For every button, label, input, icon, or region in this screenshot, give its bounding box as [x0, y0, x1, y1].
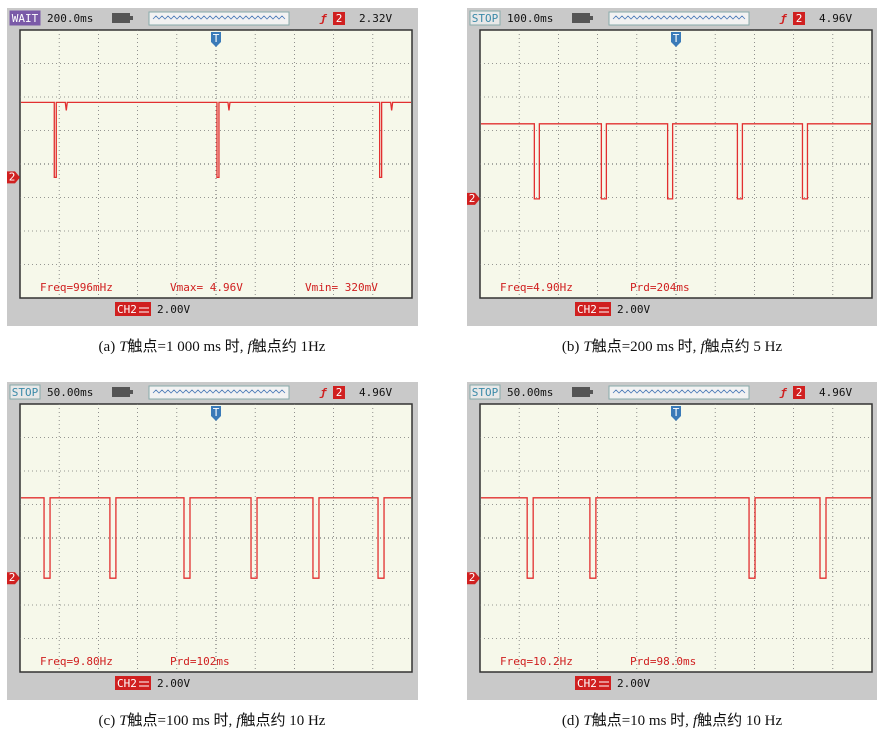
- measurement: Vmin= 320mV: [305, 281, 378, 294]
- caption: (c)T触点=100 ms 时,f触点约 10 Hz: [99, 712, 326, 729]
- caption: (d)T触点=10 ms 时,f触点约 10 Hz: [562, 712, 783, 729]
- trigger-marker: T: [213, 32, 220, 45]
- caption-label: (b): [562, 339, 580, 355]
- measurement: Vmax= 4.96V: [170, 281, 243, 294]
- battery-tip: [130, 16, 133, 20]
- timebase: 200.0ms: [47, 12, 93, 25]
- battery-tip: [130, 390, 133, 394]
- measurement: Freq=4.90Hz: [500, 281, 573, 294]
- volts: 2.00V: [157, 303, 190, 316]
- channel: CH2: [577, 303, 597, 316]
- channel-marker: 2: [9, 170, 16, 183]
- battery: [572, 13, 590, 23]
- caption-text2: 触点约 10 Hz: [240, 712, 325, 729]
- channel: CH2: [117, 677, 137, 690]
- battery-tip: [590, 16, 593, 20]
- caption-text1: 触点=1 000 ms 时,: [128, 338, 244, 355]
- volts: 2.00V: [157, 677, 190, 690]
- status: STOP: [472, 386, 499, 399]
- measurement: Prd=204ms: [630, 281, 690, 294]
- volts: 2.00V: [617, 303, 650, 316]
- battery: [112, 387, 130, 397]
- trigger-level: 2.32V: [359, 12, 392, 25]
- status: STOP: [12, 386, 39, 399]
- trigger-channel: 2: [796, 386, 803, 399]
- trigger-level: 4.96V: [819, 386, 852, 399]
- trigger-channel: 2: [336, 386, 343, 399]
- channel-marker: 2: [469, 192, 476, 205]
- trigger-marker: T: [673, 406, 680, 419]
- caption: (b)T触点=200 ms 时,f触点约 5 Hz: [562, 338, 783, 355]
- status: WAIT: [12, 12, 39, 25]
- trigger-marker: T: [673, 32, 680, 45]
- timebase: 50.00ms: [47, 386, 93, 399]
- trigger-marker: T: [213, 406, 220, 419]
- trigger-channel: 2: [796, 12, 803, 25]
- caption-text2: 触点约 10 Hz: [697, 712, 782, 729]
- battery: [572, 387, 590, 397]
- channel-marker: 2: [9, 571, 16, 584]
- measurement: Prd=102ms: [170, 655, 230, 668]
- channel-marker: 2: [469, 571, 476, 584]
- volts: 2.00V: [617, 677, 650, 690]
- caption-label: (d): [562, 713, 580, 729]
- channel: CH2: [117, 303, 137, 316]
- caption-label: (c): [99, 713, 116, 729]
- channel: CH2: [577, 677, 597, 690]
- trigger-channel: 2: [336, 12, 343, 25]
- battery-tip: [590, 390, 593, 394]
- caption-text2: 触点约 5 Hz: [705, 338, 783, 355]
- caption-text1: 触点=10 ms 时,: [592, 712, 689, 729]
- caption-text1: 触点=100 ms 时,: [128, 712, 233, 729]
- measurement: Freq=10.2Hz: [500, 655, 573, 668]
- battery: [112, 13, 130, 23]
- caption-text1: 触点=200 ms 时,: [592, 338, 697, 355]
- timebase: 100.0ms: [507, 12, 553, 25]
- caption-text2: 触点约 1Hz: [252, 338, 326, 355]
- measurement: Freq=9.80Hz: [40, 655, 113, 668]
- measurement: Freq=996mHz: [40, 281, 113, 294]
- caption: (a)T触点=1 000 ms 时,f触点约 1Hz: [99, 338, 326, 355]
- caption-label: (a): [99, 339, 116, 355]
- status: STOP: [472, 12, 499, 25]
- timebase: 50.00ms: [507, 386, 553, 399]
- figure: WAIT200.0msƒ22.32VT2Freq=996mHzVmax= 4.9…: [0, 0, 877, 734]
- trigger-level: 4.96V: [359, 386, 392, 399]
- trigger-level: 4.96V: [819, 12, 852, 25]
- measurement: Prd=98.0ms: [630, 655, 696, 668]
